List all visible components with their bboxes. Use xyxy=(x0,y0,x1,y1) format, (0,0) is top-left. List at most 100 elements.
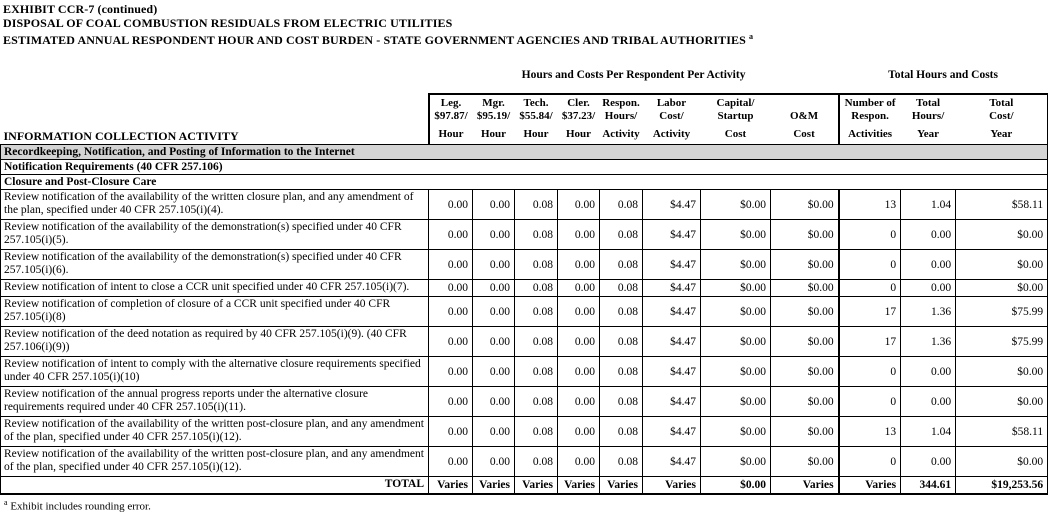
table-row: Review notification of the deed notation… xyxy=(0,326,1049,357)
value-cell: $0.00 xyxy=(700,279,771,297)
value-cell: 1.04 xyxy=(900,416,957,447)
value-cell: $75.99 xyxy=(955,296,1049,327)
value-cell: 0.00 xyxy=(557,219,600,250)
activity-cell: Review notification of the availability … xyxy=(0,189,429,220)
value-cell: 0.00 xyxy=(428,386,473,417)
col-header-total-cost: Total Cost/Year xyxy=(955,92,1049,145)
section-row-recordkeeping: Recordkeeping, Notification, and Posting… xyxy=(0,144,1049,160)
value-cell: $0.00 xyxy=(955,249,1049,280)
value-cell: $0.00 xyxy=(769,416,840,447)
value-cell: $0.00 xyxy=(700,386,771,417)
col-header-labor-cost: Labor Cost/Activity xyxy=(642,92,701,145)
col-header-om-cost: O&M Cost xyxy=(770,92,839,145)
value-cell: 0.00 xyxy=(472,386,515,417)
col-header-number-activities: Number of Respon. Activities xyxy=(837,92,901,145)
value-cell: 0.00 xyxy=(428,219,473,250)
total-value-cell: Varies xyxy=(599,476,643,495)
value-cell: $4.47 xyxy=(642,219,701,250)
value-cell: 0.00 xyxy=(557,279,600,297)
value-cell: 0.08 xyxy=(514,249,558,280)
total-value-cell: $0.00 xyxy=(700,476,771,495)
total-value-cell: Varies xyxy=(769,476,840,495)
value-cell: 1.36 xyxy=(900,296,957,327)
activity-cell: Review notification of the annual progre… xyxy=(0,386,429,417)
value-cell: 1.36 xyxy=(900,326,957,357)
value-cell: $0.00 xyxy=(700,189,771,220)
value-cell: 0.08 xyxy=(514,219,558,250)
activity-cell: Review notification of intent to close a… xyxy=(0,279,429,297)
column-header-row: INFORMATION COLLECTION ACTIVITY Leg. $97.… xyxy=(1,92,1049,145)
value-cell: $4.47 xyxy=(642,416,701,447)
value-cell: 0.08 xyxy=(514,356,558,387)
value-cell: 0.00 xyxy=(557,189,600,220)
value-cell: 0.08 xyxy=(599,326,643,357)
table-row: Review notification of the availability … xyxy=(0,249,1049,280)
value-cell: 0.00 xyxy=(428,356,473,387)
value-cell: $0.00 xyxy=(955,386,1049,417)
value-cell: 0.00 xyxy=(428,296,473,327)
value-cell: $58.11 xyxy=(955,189,1049,220)
value-cell: 0.08 xyxy=(599,446,643,477)
value-cell: 0.08 xyxy=(599,416,643,447)
value-cell: 0.00 xyxy=(472,249,515,280)
value-cell: $4.47 xyxy=(642,296,701,327)
value-cell: 0.00 xyxy=(557,326,600,357)
value-cell: 0.00 xyxy=(428,279,473,297)
total-value-cell: 344.61 xyxy=(900,476,957,495)
value-cell: $0.00 xyxy=(700,446,771,477)
value-cell: 0.00 xyxy=(472,279,515,297)
value-cell: $0.00 xyxy=(955,446,1049,477)
info-collection-activity-header: INFORMATION COLLECTION ACTIVITY xyxy=(3,128,239,143)
value-cell: 0.00 xyxy=(428,326,473,357)
value-cell: $0.00 xyxy=(769,386,840,417)
document-title: DISPOSAL OF COAL COMBUSTION RESIDUALS FR… xyxy=(3,15,453,30)
value-cell: 0.00 xyxy=(472,416,515,447)
table-row: Review notification of completion of clo… xyxy=(0,296,1049,327)
table-row: Review notification of the availability … xyxy=(0,416,1049,447)
value-cell: 0.00 xyxy=(557,446,600,477)
value-cell: $0.00 xyxy=(769,446,840,477)
section-row-notification-requirements: Notification Requirements (40 CFR 257.10… xyxy=(0,159,1049,175)
col-header-capital-startup: Capital/Startup Cost xyxy=(700,92,771,145)
value-cell: 0.00 xyxy=(472,356,515,387)
value-cell: $0.00 xyxy=(955,219,1049,250)
value-cell: 0.08 xyxy=(599,249,643,280)
value-cell: 0 xyxy=(837,249,902,280)
col-header-leg: Leg. $97.87/Hour xyxy=(427,92,473,145)
value-cell: 0.00 xyxy=(557,249,600,280)
value-cell: 0 xyxy=(837,386,902,417)
section-row-closure-care: Closure and Post-Closure Care xyxy=(0,174,1049,190)
value-cell: 0.00 xyxy=(428,249,473,280)
col-header-cler: Cler. $37.23/Hour xyxy=(557,92,600,145)
value-cell: 1.04 xyxy=(900,189,957,220)
value-cell: 0.00 xyxy=(557,296,600,327)
value-cell: $4.47 xyxy=(642,249,701,280)
table-row: Review notification of the availability … xyxy=(0,219,1049,250)
activity-cell: Review notification of the availability … xyxy=(0,416,429,447)
value-cell: $0.00 xyxy=(769,279,840,297)
activity-cell: Review notification of completion of clo… xyxy=(0,296,429,327)
value-cell: 0.08 xyxy=(599,219,643,250)
table-row: Review notification of intent to close a… xyxy=(0,279,1049,297)
value-cell: 0.08 xyxy=(514,296,558,327)
value-cell: $0.00 xyxy=(700,219,771,250)
value-cell: $75.99 xyxy=(955,326,1049,357)
table-row: Review notification of the availability … xyxy=(0,189,1049,220)
value-cell: 0.00 xyxy=(557,416,600,447)
value-cell: $0.00 xyxy=(769,219,840,250)
total-row: TOTAL Varies Varies Varies Varies Varies… xyxy=(0,476,1049,495)
burden-table: Hours and Costs Per Respondent Per Activ… xyxy=(0,48,1049,496)
value-cell: 0.08 xyxy=(599,189,643,220)
total-value-cell: Varies xyxy=(557,476,600,495)
value-cell: 0.08 xyxy=(599,279,643,297)
value-cell: 17 xyxy=(837,296,902,327)
value-cell: 0.08 xyxy=(599,296,643,327)
value-cell: 17 xyxy=(837,326,902,357)
value-cell: $0.00 xyxy=(700,296,771,327)
group-header-spacer xyxy=(1,48,429,94)
activity-cell: Review notification of the availability … xyxy=(0,219,429,250)
title-footnote-marker: a xyxy=(748,32,754,41)
value-cell: 0 xyxy=(837,279,902,297)
value-cell: 0.08 xyxy=(514,446,558,477)
col-header-mgr: Mgr. $95.19/Hour xyxy=(472,92,515,145)
